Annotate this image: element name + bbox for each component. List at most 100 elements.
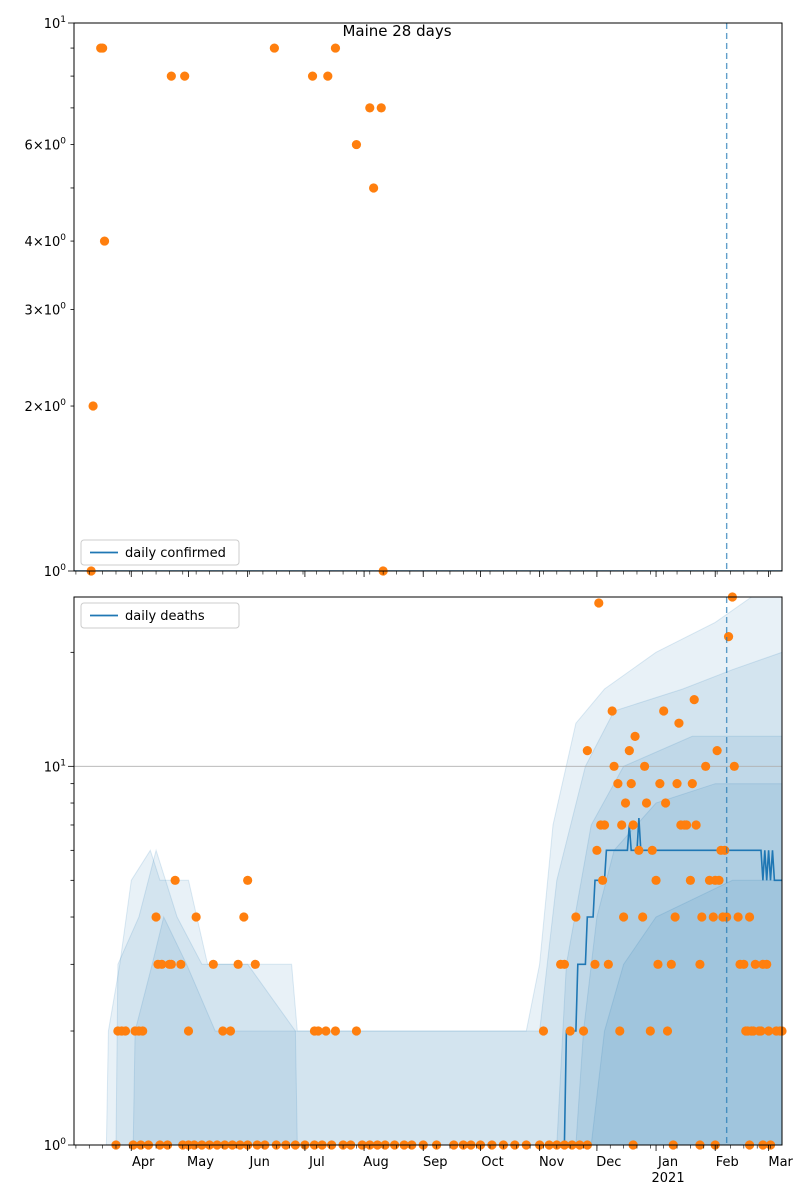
data-point xyxy=(599,820,610,830)
data-point xyxy=(617,820,627,830)
top-panel: 100 101 2×100 3×100 4×100 6×100 daily confirme… xyxy=(25,15,783,580)
y-tick-label: 6×100 xyxy=(25,137,67,154)
data-point xyxy=(674,718,684,728)
data-point xyxy=(720,845,730,855)
data-point xyxy=(662,1026,673,1036)
data-point xyxy=(712,746,722,756)
data-point xyxy=(607,706,617,716)
data-point xyxy=(609,761,619,771)
axes-frame xyxy=(73,22,783,572)
data-point xyxy=(565,1026,575,1036)
y-tick-label: 100 xyxy=(44,1137,67,1154)
data-point xyxy=(681,820,692,830)
uncertainty-band xyxy=(590,879,782,1145)
data-point xyxy=(590,959,600,969)
data-point xyxy=(697,912,707,922)
x-tick-label: Aug xyxy=(363,1155,388,1170)
data-point xyxy=(729,761,739,771)
x-tick-label: Mar xyxy=(768,1155,793,1170)
data-point xyxy=(330,43,341,53)
data-point xyxy=(744,912,755,922)
data-point xyxy=(672,779,682,789)
data-point xyxy=(639,761,650,771)
data-point xyxy=(651,875,661,885)
data-point xyxy=(620,798,631,808)
data-point xyxy=(655,779,665,789)
data-point xyxy=(615,1026,625,1036)
data-point xyxy=(733,912,743,922)
y-tick-label: 100 xyxy=(44,563,67,580)
data-point xyxy=(689,695,699,705)
legend-label: daily confirmed xyxy=(125,546,226,561)
data-point xyxy=(243,875,253,885)
y-tick-label: 4×100 xyxy=(25,233,67,250)
x-tick-label: May xyxy=(187,1155,214,1170)
x-tick-label: Sep xyxy=(423,1155,448,1170)
x-tick-label: Nov xyxy=(539,1155,565,1170)
data-point xyxy=(750,959,760,969)
data-point xyxy=(157,959,167,969)
data-point xyxy=(323,71,333,81)
data-point xyxy=(151,912,161,922)
data-point xyxy=(307,71,318,81)
data-point xyxy=(592,845,602,855)
data-point xyxy=(613,779,623,789)
data-point xyxy=(645,1026,655,1036)
data-point xyxy=(708,912,718,922)
data-point xyxy=(571,912,581,922)
data-point xyxy=(701,761,711,771)
bottom-panel: 100 101 Apr May Jun Jul Aug Sep Oct Nov Dec Jan2021… xyxy=(44,592,794,1186)
uncertainty-band xyxy=(105,597,782,1145)
uncertainty-band xyxy=(132,735,782,1145)
data-point xyxy=(365,103,375,113)
data-point xyxy=(653,959,663,969)
data-point xyxy=(762,959,772,969)
axes-frame xyxy=(73,596,783,1146)
data-point xyxy=(138,1026,148,1036)
data-point xyxy=(321,1026,331,1036)
data-point xyxy=(98,43,108,53)
data-point xyxy=(634,845,644,855)
data-point xyxy=(603,959,613,969)
data-point xyxy=(250,959,260,969)
data-point xyxy=(626,779,636,789)
y-tick-label: 2×100 xyxy=(25,398,67,415)
data-point xyxy=(239,912,249,922)
data-point xyxy=(351,139,362,150)
uncertainty-band xyxy=(575,783,782,1145)
data-point xyxy=(723,632,734,642)
data-point xyxy=(166,71,176,81)
data-point xyxy=(582,746,592,756)
data-point xyxy=(670,912,680,922)
data-point xyxy=(578,1026,589,1036)
x-tick-label: Dec xyxy=(596,1155,621,1170)
data-point xyxy=(641,798,652,808)
data-point xyxy=(619,912,629,922)
data-point xyxy=(624,746,634,756)
figure-title: Maine 28 days xyxy=(342,22,451,40)
data-point xyxy=(775,1026,785,1036)
x-tick-label: Jul xyxy=(308,1155,325,1170)
data-point xyxy=(376,103,386,113)
x-tick-label: Oct xyxy=(481,1155,503,1170)
x-tick-label: Feb xyxy=(716,1155,739,1170)
data-point xyxy=(598,875,608,885)
data-point xyxy=(695,959,705,969)
data-point xyxy=(208,959,218,969)
legend-label: daily deaths xyxy=(125,609,205,624)
data-point xyxy=(218,1026,228,1036)
data-point xyxy=(630,731,640,741)
data-point xyxy=(660,798,671,808)
data-point xyxy=(170,875,180,885)
data-point xyxy=(764,1026,774,1036)
data-point xyxy=(313,1026,323,1036)
data-point xyxy=(647,845,657,855)
x-tick-label: Apr xyxy=(132,1155,155,1170)
data-point xyxy=(351,1026,362,1036)
data-point xyxy=(638,912,648,922)
data-point xyxy=(685,875,695,885)
data-point xyxy=(269,43,279,53)
data-point xyxy=(628,820,638,830)
legend-box xyxy=(80,602,240,629)
data-point xyxy=(559,959,570,969)
